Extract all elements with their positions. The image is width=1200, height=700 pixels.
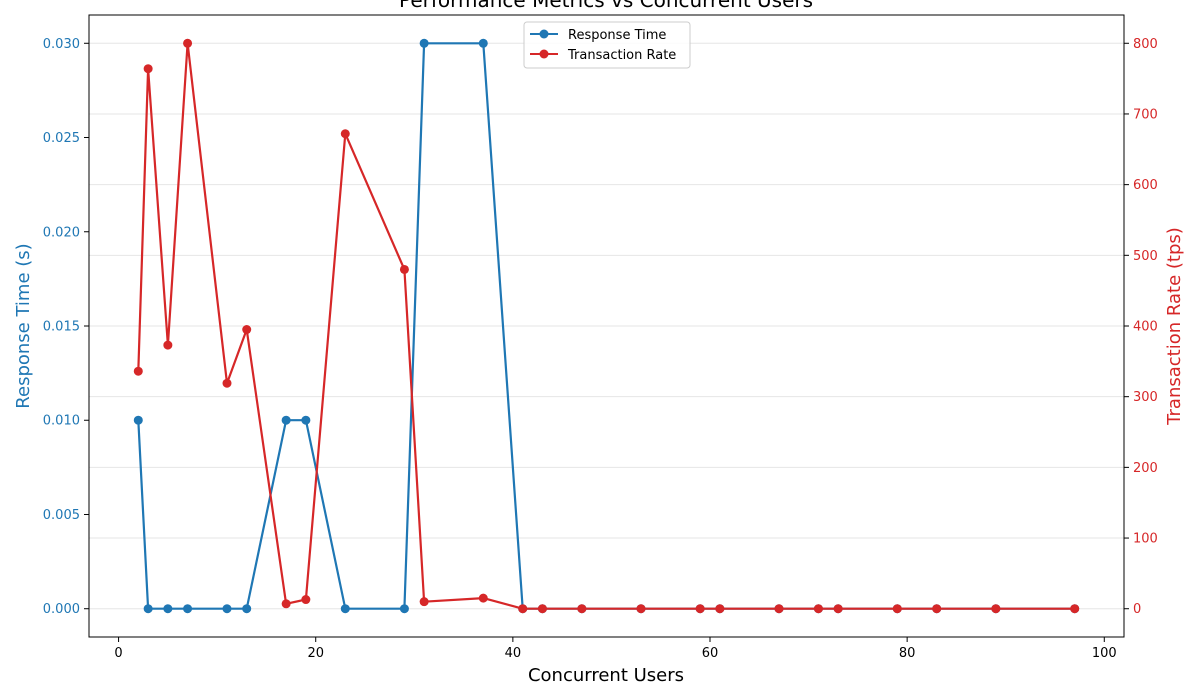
left-y-axis-label: Response Time (s) [13, 243, 34, 408]
response-time-point-3 [183, 604, 193, 614]
x-axis-label: Concurrent Users [528, 665, 684, 686]
legend: Response Time Transaction Rate [523, 21, 691, 69]
right-y-tick-label-5: 500 [1133, 249, 1158, 264]
response-time-point-8 [340, 604, 350, 614]
transaction-rate-point-4 [222, 378, 232, 388]
transaction-rate-point-12 [518, 604, 528, 614]
x-axis-ticks: 0 20 40 60 80 100 [114, 637, 1117, 661]
x-tick-label-0: 0 [114, 646, 122, 661]
response-time-point-2 [163, 604, 173, 614]
right-y-axis-ticks: 0 100 200 300 400 500 600 700 800 [1124, 37, 1158, 617]
left-y-tick-label-3: 0.015 [43, 320, 80, 335]
legend-label-transaction-rate: Transaction Rate [567, 48, 676, 63]
left-y-tick-label-5: 0.025 [43, 131, 80, 146]
transaction-rate-point-20 [833, 604, 843, 614]
response-time-point-10 [419, 38, 429, 48]
right-y-tick-label-3: 300 [1133, 390, 1158, 405]
transaction-rate-point-2 [163, 340, 173, 350]
legend-box [523, 21, 691, 69]
transaction-rate-point-14 [577, 604, 587, 614]
response-time-point-1 [143, 604, 153, 614]
transaction-rate-point-22 [932, 604, 942, 614]
right-y-tick-label-0: 0 [1133, 602, 1141, 617]
transaction-rate-point-18 [774, 604, 784, 614]
transaction-rate-point-5 [242, 325, 252, 335]
left-y-tick-label-2: 0.010 [43, 414, 80, 429]
x-tick-label-1: 20 [307, 646, 324, 661]
transaction-rate-point-16 [695, 604, 705, 614]
left-y-tick-label-4: 0.020 [43, 225, 80, 240]
right-y-tick-label-2: 200 [1133, 461, 1158, 476]
response-time-point-11 [478, 38, 488, 48]
left-y-axis-ticks: 0.000 0.005 0.010 0.015 0.020 0.025 0.030 [43, 37, 89, 617]
right-y-tick-label-1: 100 [1133, 532, 1158, 547]
right-y-tick-label-8: 800 [1133, 37, 1158, 52]
left-y-tick-label-0: 0.000 [43, 602, 80, 617]
transaction-rate-point-19 [813, 604, 823, 614]
chart-title: Performance Metrics vs Concurrent Users [399, 0, 813, 12]
legend-label-response-time: Response Time [568, 28, 666, 43]
transaction-rate-point-15 [636, 604, 646, 614]
right-y-axis-label: Transaction Rate (tps) [1164, 227, 1185, 426]
transaction-rate-point-6 [281, 599, 291, 609]
x-tick-label-3: 60 [702, 646, 719, 661]
response-time-point-7 [301, 415, 311, 425]
transaction-rate-point-17 [715, 604, 725, 614]
transaction-rate-point-7 [301, 595, 311, 605]
transaction-rate-point-0 [133, 366, 143, 376]
legend-marker-transaction-rate [539, 49, 549, 59]
transaction-rate-point-11 [478, 593, 488, 603]
transaction-rate-point-1 [143, 64, 153, 74]
series-layer [133, 38, 1080, 614]
response-time-point-4 [222, 604, 232, 614]
response-time-point-0 [133, 415, 143, 425]
transaction-rate-point-21 [892, 604, 902, 614]
left-y-tick-label-6: 0.030 [43, 37, 80, 52]
right-y-tick-label-7: 700 [1133, 107, 1158, 122]
transaction-rate-point-24 [1070, 604, 1080, 614]
transaction-rate-point-3 [183, 38, 193, 48]
transaction-rate-point-8 [340, 129, 350, 139]
series-transaction-rate [133, 38, 1080, 614]
right-y-tick-label-4: 400 [1133, 320, 1158, 335]
transaction-rate-point-13 [537, 604, 547, 614]
response-time-point-5 [242, 604, 252, 614]
x-tick-label-2: 40 [505, 646, 522, 661]
x-tick-label-4: 80 [899, 646, 916, 661]
transaction-rate-point-9 [399, 264, 409, 274]
left-y-tick-label-1: 0.005 [43, 508, 80, 523]
legend-marker-response-time [539, 29, 549, 39]
transaction-rate-point-23 [991, 604, 1001, 614]
response-time-point-9 [399, 604, 409, 614]
right-y-tick-label-6: 600 [1133, 178, 1158, 193]
transaction-rate-point-10 [419, 597, 429, 607]
x-tick-label-5: 100 [1092, 646, 1117, 661]
response-time-point-6 [281, 415, 291, 425]
